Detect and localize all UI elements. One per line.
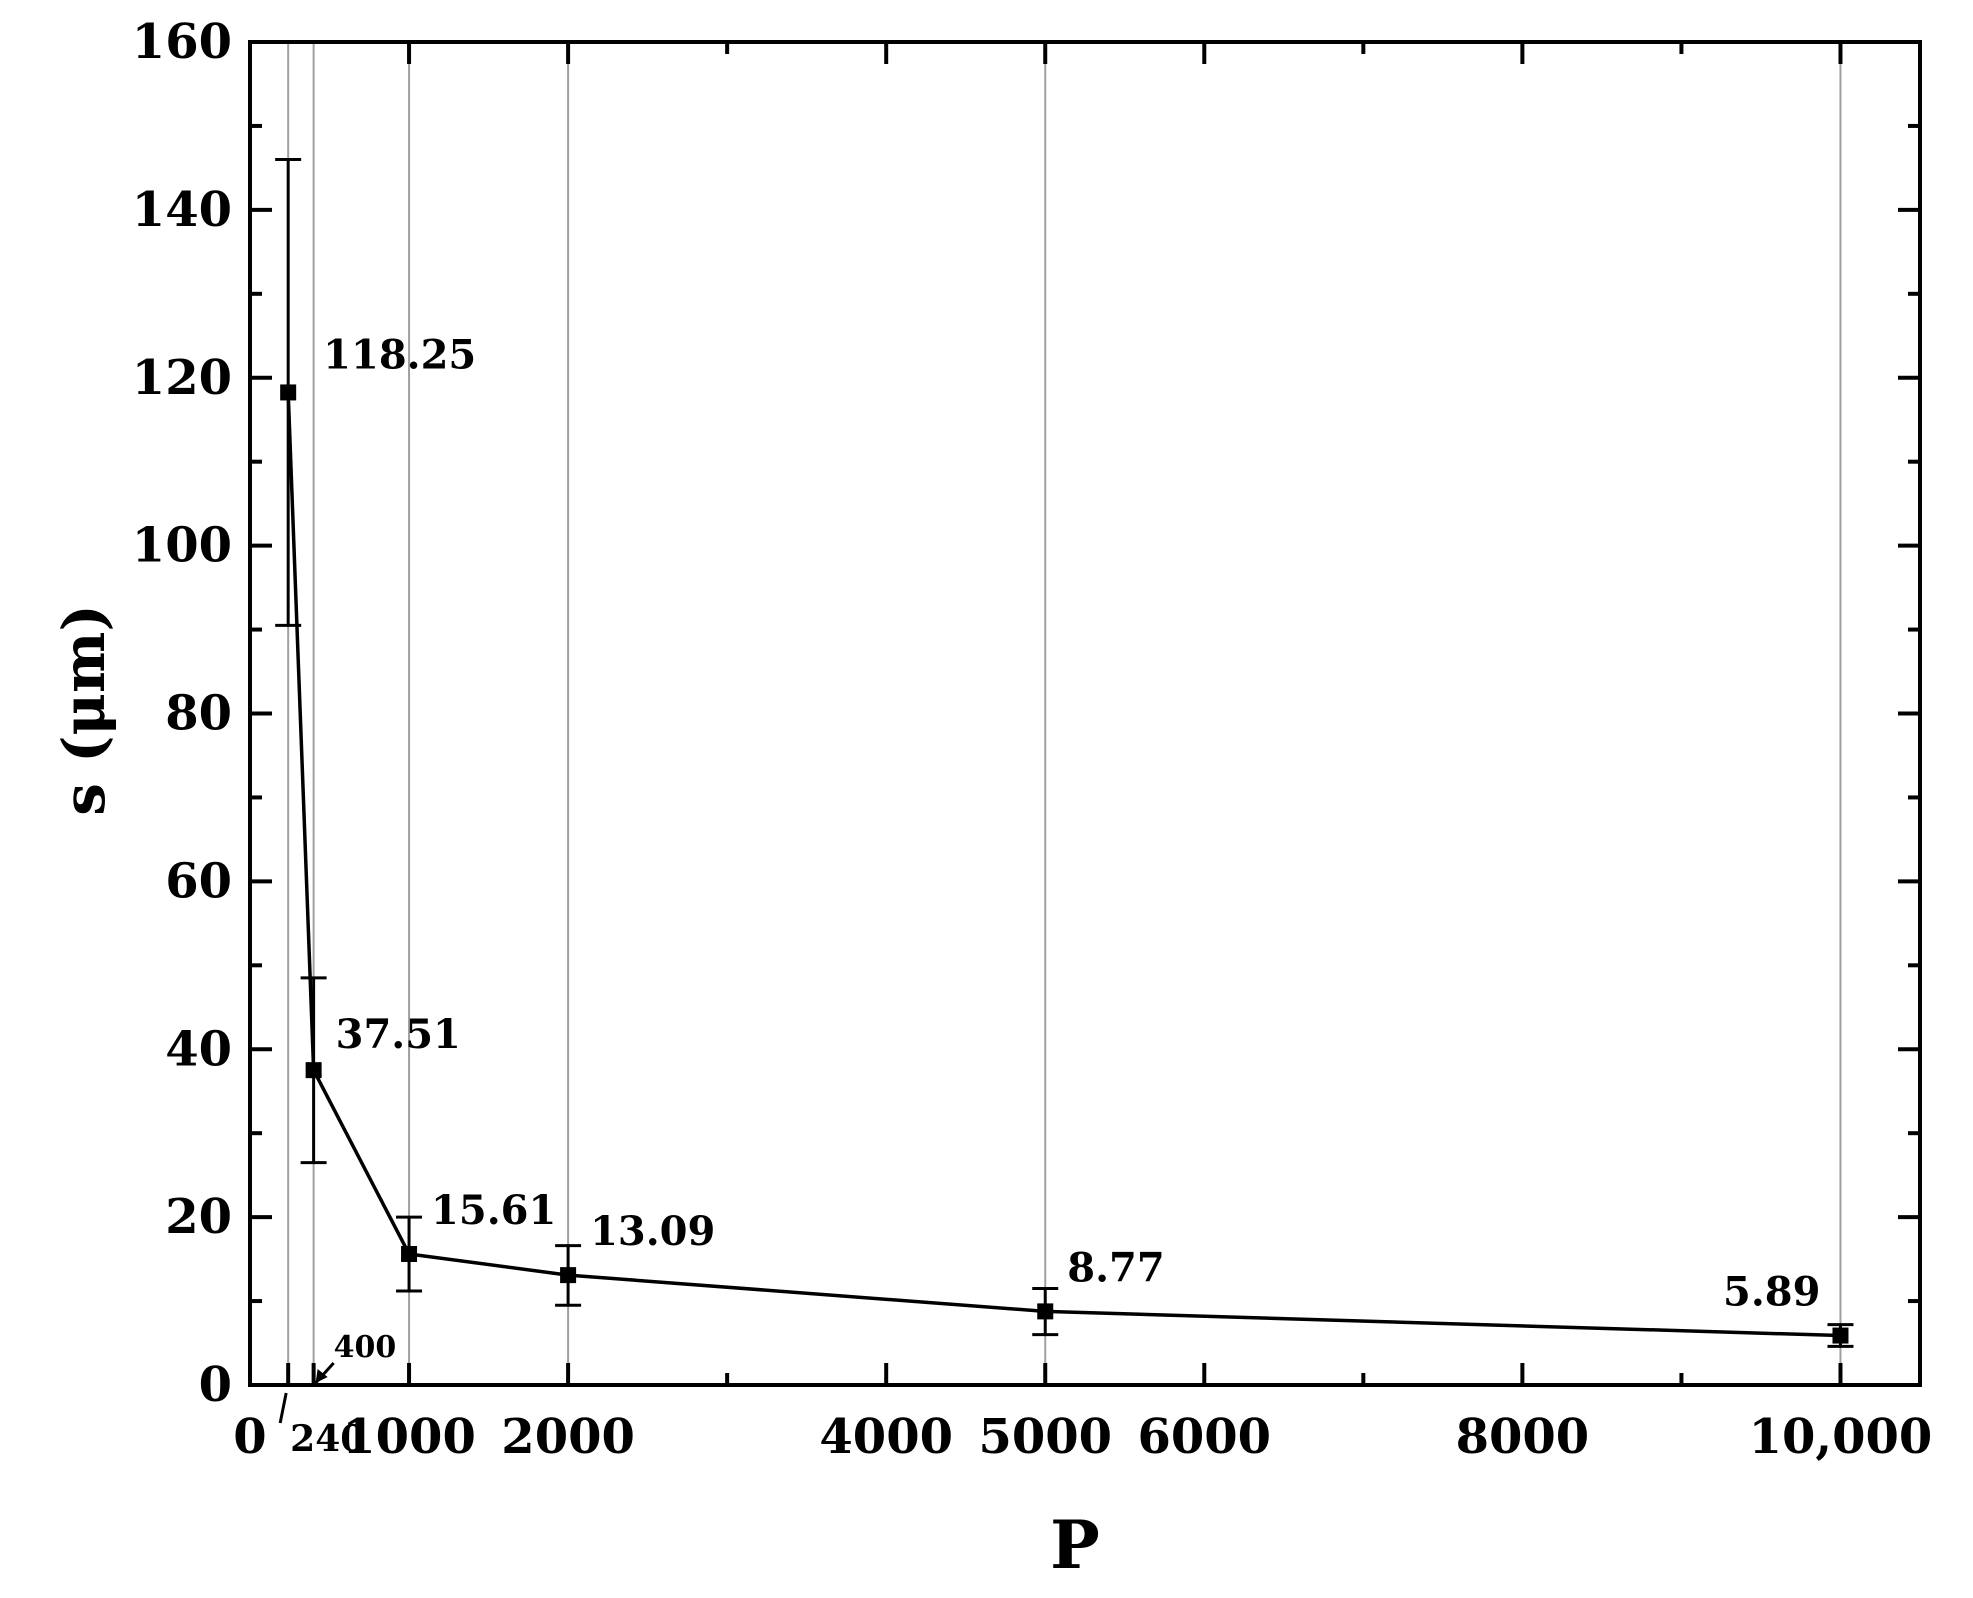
series: 118.25 37.51 15.61 13.09 8.77 5.89 bbox=[275, 158, 1854, 1348]
data-label: 13.09 bbox=[590, 1208, 715, 1255]
plot-frame bbox=[248, 40, 1922, 1387]
point-annotations: 240 400 bbox=[278, 1330, 397, 1460]
data-point bbox=[280, 384, 297, 401]
series-line bbox=[286, 392, 1841, 1338]
x-tick-label: 0 bbox=[233, 1409, 266, 1465]
y-tick-label: 120 bbox=[132, 350, 232, 406]
data-point bbox=[1037, 1303, 1054, 1320]
data-point bbox=[1832, 1327, 1849, 1344]
x-tick-label: 8000 bbox=[1456, 1409, 1590, 1465]
y-axis-title: s (μm) bbox=[50, 604, 118, 816]
x-tick-label: 1000 bbox=[342, 1409, 476, 1465]
data-label: 118.25 bbox=[323, 331, 476, 378]
y-tick-label: 100 bbox=[132, 518, 232, 574]
data-label: 37.51 bbox=[336, 1011, 461, 1058]
axis-ticks bbox=[248, 40, 1920, 1387]
y-tick-label: 60 bbox=[165, 853, 232, 909]
annotation-pointer-240 bbox=[278, 1392, 288, 1424]
annotation-arrowhead-400 bbox=[315, 1369, 328, 1383]
data-label: 8.77 bbox=[1067, 1244, 1164, 1291]
y-tick-label: 0 bbox=[199, 1357, 232, 1413]
data-label: 5.89 bbox=[1723, 1269, 1820, 1316]
x-tick-labels: 0 1000 2000 4000 5000 6000 8000 10,000 bbox=[233, 1409, 1932, 1465]
x-tick-label: 6000 bbox=[1137, 1409, 1271, 1465]
x-tick-label: 10,000 bbox=[1749, 1409, 1933, 1465]
grid-lines bbox=[287, 42, 1842, 1385]
data-point bbox=[305, 1062, 322, 1079]
y-tick-label: 160 bbox=[132, 14, 232, 70]
annotation-label-400: 400 bbox=[334, 1330, 397, 1365]
y-tick-label: 20 bbox=[165, 1189, 232, 1245]
data-point bbox=[401, 1245, 418, 1262]
x-tick-label: 2000 bbox=[501, 1409, 635, 1465]
data-point bbox=[560, 1267, 577, 1284]
data-label: 15.61 bbox=[431, 1187, 556, 1234]
y-tick-label: 40 bbox=[165, 1021, 232, 1077]
annotation-label-240: 240 bbox=[290, 1418, 365, 1460]
x-tick-label: 5000 bbox=[978, 1409, 1112, 1465]
y-tick-labels: 0 20 40 60 80 100 120 140 160 bbox=[132, 14, 232, 1413]
x-tick-label: 4000 bbox=[819, 1409, 953, 1465]
y-tick-label: 140 bbox=[132, 182, 232, 238]
y-tick-label: 80 bbox=[165, 686, 232, 742]
x-axis-title: P bbox=[1050, 1506, 1100, 1584]
